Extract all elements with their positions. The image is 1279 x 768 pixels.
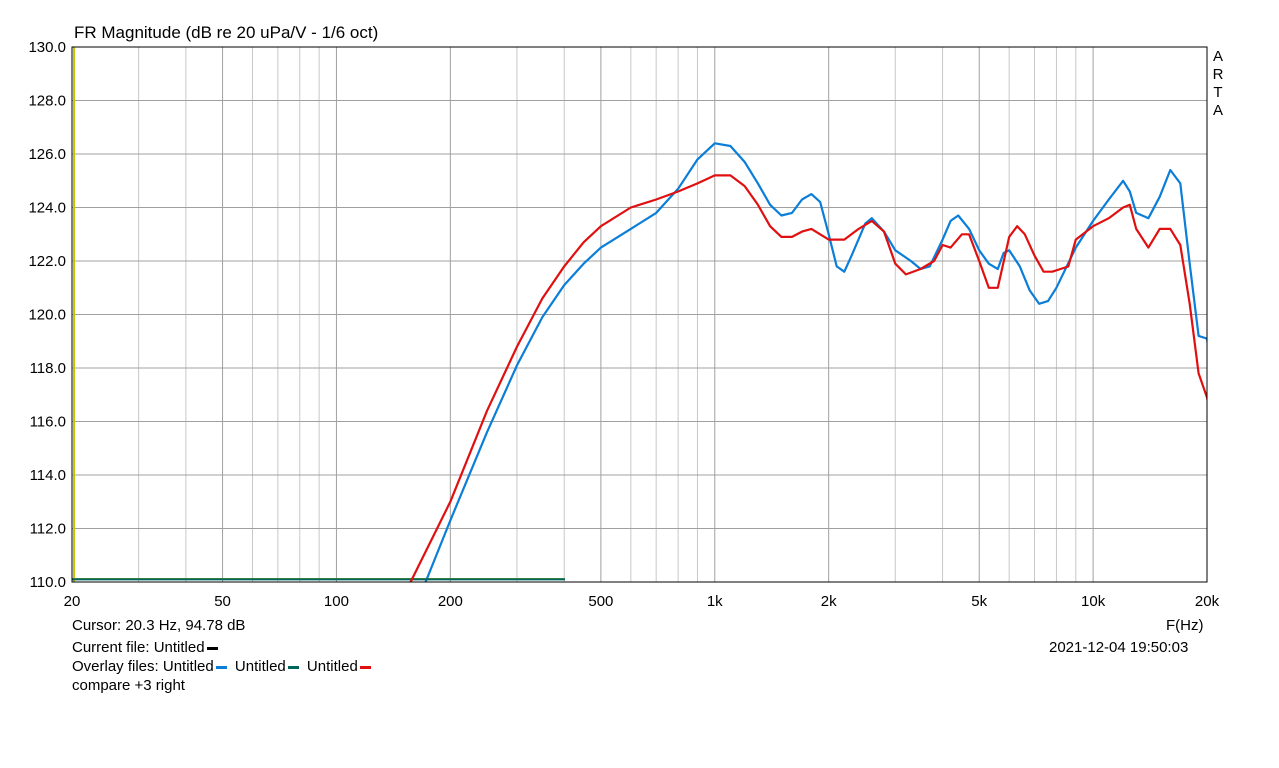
y-tick-label: 128.0 bbox=[28, 93, 66, 110]
y-tick-label: 122.0 bbox=[28, 253, 66, 270]
x-tick-label: 5k bbox=[971, 593, 987, 610]
overlay-swatch-blue bbox=[215, 665, 227, 669]
overlay-swatch-teal bbox=[287, 665, 299, 669]
y-tick-label: 112.0 bbox=[30, 521, 66, 538]
chart-grid bbox=[71, 46, 1208, 583]
x-axis-ticks: 20 50 100 200 500 1k 2k 5k 10k 20k bbox=[64, 593, 1220, 610]
cursor-readout: Cursor: 20.3 Hz, 94.78 dB bbox=[72, 617, 246, 634]
x-tick-label: 20 bbox=[64, 593, 81, 610]
overlay-file-name: Untitled bbox=[306, 658, 358, 675]
timestamp: 2021-12-04 19:50:03 bbox=[1049, 639, 1189, 656]
arta-watermark: A R T A bbox=[1211, 48, 1225, 120]
arta-letter: T bbox=[1213, 84, 1223, 101]
y-axis-ticks: 130.0 128.0 126.0 124.0 122.0 120.0 118.0 116.0… bbox=[28, 39, 66, 591]
x-tick-label: 50 bbox=[214, 593, 231, 610]
x-tick-label: 200 bbox=[438, 593, 463, 610]
x-tick-label: 20k bbox=[1195, 593, 1220, 610]
series-line-1 bbox=[424, 142, 1207, 582]
x-tick-label: 100 bbox=[324, 593, 349, 610]
y-tick-label: 110.0 bbox=[30, 574, 66, 591]
y-tick-label: 118.0 bbox=[30, 360, 66, 377]
y-tick-label: 130.0 bbox=[28, 39, 66, 56]
arta-letter: R bbox=[1212, 66, 1224, 83]
x-tick-label: 10k bbox=[1081, 593, 1106, 610]
y-tick-label: 120.0 bbox=[28, 307, 66, 324]
current-file-label: Current file: Untitled bbox=[72, 639, 205, 656]
overlay-swatch-red bbox=[359, 665, 371, 669]
plot-frame bbox=[71, 46, 1208, 583]
y-tick-label: 124.0 bbox=[28, 200, 66, 217]
note-text: compare +3 right bbox=[72, 677, 185, 694]
y-tick-label: 114.0 bbox=[30, 467, 66, 484]
overlay-files-label: Overlay files: Untitled bbox=[72, 658, 214, 675]
x-tick-label: 2k bbox=[821, 593, 837, 610]
current-file-swatch bbox=[206, 646, 218, 650]
current-file-info: Current file: Untitled bbox=[72, 639, 218, 657]
chart-title: FR Magnitude (dB re 20 uPa/V - 1/6 oct) bbox=[74, 23, 378, 42]
x-tick-label: 1k bbox=[707, 593, 723, 610]
x-tick-label: 500 bbox=[588, 593, 613, 610]
plot-area bbox=[72, 47, 1207, 582]
overlay-file-name: Untitled bbox=[234, 658, 286, 675]
series-line-3 bbox=[409, 174, 1207, 582]
arta-letter: A bbox=[1212, 102, 1223, 119]
x-axis-label: F(Hz) bbox=[1166, 617, 1204, 634]
arta-letter: A bbox=[1212, 48, 1223, 65]
overlay-files-info: Overlay files: Untitled Untitled Untitle… bbox=[72, 658, 371, 676]
y-tick-label: 126.0 bbox=[28, 146, 66, 163]
y-tick-label: 116.0 bbox=[30, 414, 66, 431]
